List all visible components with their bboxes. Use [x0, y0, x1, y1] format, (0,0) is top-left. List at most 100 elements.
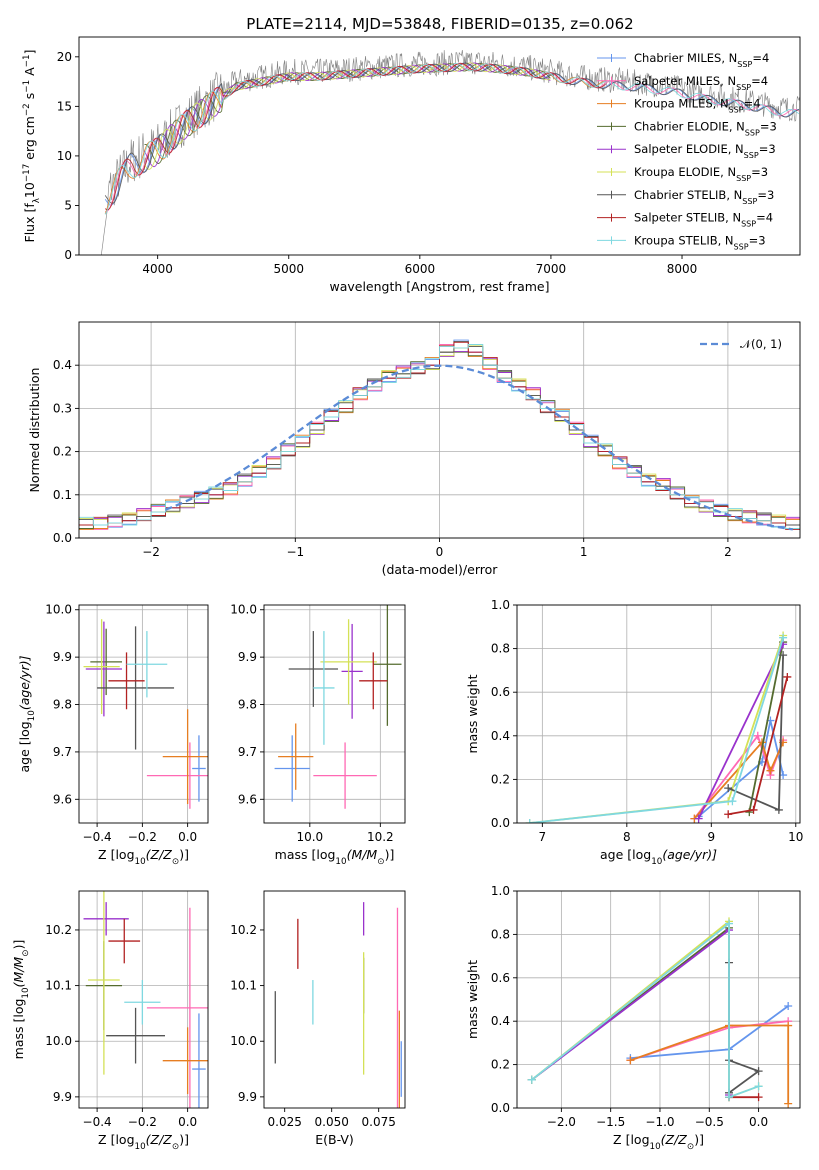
x-tick-label-2: 9 [707, 830, 715, 844]
x-tick-label-2: −1.0 [645, 1115, 674, 1129]
y-tick-label-1: 9.7 [53, 745, 72, 759]
y-tick-label-0: 9.6 [53, 792, 72, 806]
x-axis-label: mass [log10(M/M⊙)] [275, 847, 395, 867]
legend-label-4: Salpeter ELODIE, NSSP=3 [634, 142, 776, 160]
x-tick-label-0: 4000 [142, 262, 173, 276]
weight-marker-8-0 [525, 819, 534, 823]
y-axis-label: mass weight [465, 674, 480, 753]
axes-frame [263, 604, 406, 824]
y-tick-label-4: 0.8 [491, 927, 510, 941]
y-tick-label-2: 10 [57, 149, 72, 163]
legend-label-8: Kroupa STELIB, NSSP=3 [634, 233, 766, 251]
weight-line-8 [531, 921, 759, 1099]
panel-1: −2 −1 0 1 2 0.0 0.1 0.2 0.3 0.4 (data-model)/error… [27, 321, 801, 577]
panel-4: 7 8 9 10 0.0 0.2 0.4 0.6 0.8 1.0 age [log10(age/yr… [465, 598, 803, 867]
model-line-7 [104, 62, 606, 211]
panel-0: 4000 5000 6000 7000 8000 0 5 10 15 20 wavelength [… [22, 36, 801, 294]
weight-marker-8-0 [527, 1075, 536, 1084]
y-tick-label-2: 0.4 [491, 1014, 510, 1028]
x-tick-label-2: 0 [436, 545, 444, 559]
weight-marker-8-1 [728, 797, 737, 806]
y-tick-label-0: 0.0 [491, 1101, 510, 1115]
y-tick-label-0: 9.9 [238, 1090, 257, 1104]
panel-5: −0.4 −0.2 0.0 9.9 10.0 10.1 10.2 Z [log10(Z/Z⊙)… [11, 890, 209, 1152]
y-tick-label-2: 10.1 [230, 979, 257, 993]
y-tick-label-4: 0.4 [53, 358, 72, 372]
x-tick-label-3: 7000 [536, 262, 567, 276]
x-tick-label-0: 0.025 [268, 1115, 302, 1129]
x-tick-label-4: 0.0 [749, 1115, 768, 1129]
plot-area [79, 339, 800, 531]
x-tick-label-1: −1 [286, 545, 304, 559]
x-axis-label: age [log10(age/yr)] [600, 847, 717, 867]
weight-marker-2-2 [784, 1021, 793, 1030]
x-tick-label-0: −2 [142, 545, 160, 559]
weight-line-3 [748, 641, 784, 813]
y-axis-label: mass [log10(M/M⊙)] [11, 940, 31, 1060]
weight-marker-8-2 [725, 1093, 734, 1102]
weight-marker-6-2 [779, 651, 788, 660]
x-tick-label-4: 2 [724, 545, 732, 559]
y-tick-label-4: 10.0 [45, 603, 72, 617]
y-tick-label-1: 0.2 [491, 1058, 510, 1072]
plot-area [83, 619, 208, 809]
x-tick-label-0: 10.0 [296, 830, 323, 844]
x-axis-label: wavelength [Angstrom, rest frame] [329, 279, 549, 294]
chart-title: PLATE=2114, MJD=53848, FIBERID=0135, z=0… [246, 15, 633, 33]
y-tick-label-4: 20 [57, 50, 72, 64]
weight-marker-7-1 [754, 1093, 763, 1102]
weight-marker-6-1 [774, 805, 783, 814]
weight-marker-0-2 [784, 1002, 793, 1011]
weight-marker-2-3 [784, 1099, 793, 1108]
weight-marker-7-2 [783, 672, 792, 681]
weight-marker-6-2 [754, 1067, 763, 1076]
x-tick-label-2: 6000 [405, 262, 436, 276]
x-tick-label-4: 8000 [667, 262, 698, 276]
y-tick-label-1: 10.0 [230, 1034, 257, 1048]
weight-marker-2-0 [626, 1056, 635, 1065]
y-tick-label-5: 1.0 [491, 598, 510, 612]
y-tick-label-1: 0.2 [491, 772, 510, 786]
y-tick-label-1: 10.0 [45, 1034, 72, 1048]
axes-frame [78, 36, 801, 256]
y-tick-label-2: 0.2 [53, 445, 72, 459]
y-tick-label-5: 1.0 [491, 884, 510, 898]
plot-area [101, 49, 800, 255]
y-axis-label: Normed distribution [27, 368, 42, 493]
x-axis-label: Z [log10(Z/Z⊙)] [98, 1132, 189, 1152]
x-tick-label-2: 0.075 [362, 1115, 396, 1129]
y-tick-label-1: 5 [64, 198, 72, 212]
y-axis-label: Flux [fλ10−17 erg cm−2 s−1 A−1] [22, 50, 42, 243]
x-tick-label-3: 10 [788, 830, 803, 844]
model-line-8 [104, 62, 800, 215]
axes-frame [78, 604, 209, 824]
plot-area [274, 605, 402, 809]
axes-frame [78, 321, 801, 539]
weight-marker-8-2 [779, 633, 788, 642]
weight-marker-1-1 [753, 731, 762, 740]
x-tick-label-1: −0.2 [128, 830, 157, 844]
spectrum-legend: Chabrier MILES, NSSP=4 Salpeter MILES, NS… [597, 51, 777, 251]
weight-marker-7-1 [749, 805, 758, 814]
legend-label-7: Salpeter STELIB, NSSP=4 [634, 211, 773, 229]
x-tick-label-0: −0.4 [83, 1115, 112, 1129]
y-tick-label-0: 0.0 [53, 531, 72, 545]
x-tick-label-0: −2.0 [547, 1115, 576, 1129]
weight-marker-2-2 [766, 766, 775, 775]
y-tick-label-3: 0.6 [491, 971, 510, 985]
plot-area [527, 917, 793, 1108]
axes-frame [516, 890, 801, 1109]
y-tick-label-3: 9.9 [238, 650, 257, 664]
weight-marker-6-0 [724, 784, 733, 793]
y-tick-label-4: 0.8 [491, 642, 510, 656]
axes-frame [516, 604, 801, 824]
axes-frame [263, 890, 406, 1109]
x-tick-label-0: 7 [539, 830, 547, 844]
y-tick-label-0: 0.0 [491, 816, 510, 830]
weight-marker-4-0 [694, 814, 703, 823]
y-axis-label: age [log10(age/yr)] [17, 655, 37, 772]
plot-area [274, 902, 402, 1108]
y-tick-label-3: 9.9 [53, 650, 72, 664]
x-tick-label-2: 0.0 [178, 1115, 197, 1129]
